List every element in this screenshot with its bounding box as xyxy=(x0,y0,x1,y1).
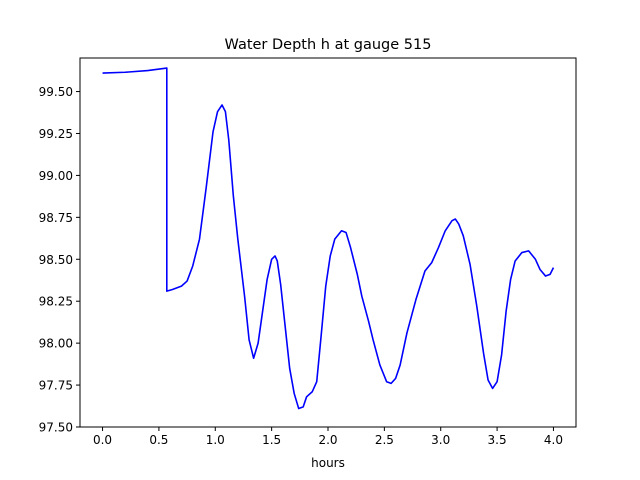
y-tick-label: 99.50 xyxy=(39,85,73,99)
x-axis: 0.0 0.5 1.0 1.5 2.0 2.5 3.0 3.5 4.0 xyxy=(93,427,563,447)
y-tick-label: 97.75 xyxy=(39,379,73,393)
x-tick-label: 1.0 xyxy=(206,433,225,447)
chart-title: Water Depth h at gauge 515 xyxy=(225,37,432,53)
x-tick-label: 0.5 xyxy=(149,433,168,447)
y-tick-label: 98.00 xyxy=(39,337,73,351)
x-tick-label: 2.0 xyxy=(318,433,337,447)
y-tick-label: 99.25 xyxy=(39,127,73,141)
y-tick-label: 98.50 xyxy=(39,253,73,267)
x-tick-label: 3.0 xyxy=(431,433,450,447)
x-tick-label: 1.5 xyxy=(262,433,281,447)
y-tick-label: 97.50 xyxy=(39,421,73,435)
x-tick-label: 3.5 xyxy=(488,433,507,447)
y-tick-label: 98.75 xyxy=(39,211,73,225)
y-axis: 97.50 97.75 98.00 98.25 98.50 98.75 99.00 99.25… xyxy=(39,85,80,435)
plot-area: 0.0 0.5 1.0 1.5 2.0 2.5 3.0 3.5 4.0 97.50 97.75 98… xyxy=(39,57,577,447)
x-axis-label: hours xyxy=(311,456,345,470)
axes-frame xyxy=(79,57,577,428)
y-tick-label: 99.00 xyxy=(39,169,73,183)
x-tick-label: 4.0 xyxy=(544,433,563,447)
x-tick-label: 0.0 xyxy=(93,433,112,447)
x-tick-label: 2.5 xyxy=(375,433,394,447)
series-line xyxy=(102,67,555,410)
y-tick-label: 98.25 xyxy=(39,295,73,309)
